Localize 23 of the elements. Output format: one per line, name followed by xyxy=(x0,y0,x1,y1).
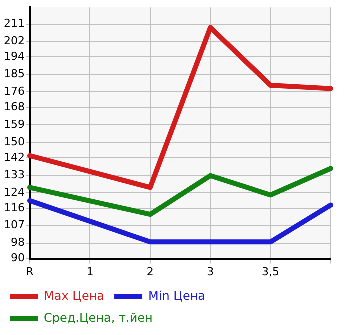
y-tick-label: 194 xyxy=(4,50,25,64)
y-tick-label: 150 xyxy=(4,135,25,148)
y-tick-label: 98 xyxy=(11,236,25,250)
x-tick-label: R xyxy=(26,265,34,278)
y-tick-label: 176 xyxy=(4,84,25,98)
y-tick-label: 107 xyxy=(4,218,25,232)
y-tick-label: 124 xyxy=(4,186,25,199)
y-tick-label: 202 xyxy=(4,34,25,48)
y-tick-label: 90 xyxy=(11,252,25,265)
x-tick-label: 1 xyxy=(86,265,94,278)
y-tick-label: 159 xyxy=(4,118,25,131)
y-tick-label: 133 xyxy=(4,168,25,182)
x-tick-label: 2 xyxy=(146,265,154,278)
y-tick-label: 116 xyxy=(4,201,25,214)
legend-label: Min Цена xyxy=(148,289,206,304)
x-tick-label: 3 xyxy=(207,265,214,278)
y-tick-label: 185 xyxy=(4,68,25,81)
y-tick-label: 211 xyxy=(4,17,25,30)
x-tick-label: 3,5 xyxy=(262,265,280,278)
y-tick-label: 142 xyxy=(4,150,25,164)
legend-label: Max Цена xyxy=(44,289,105,304)
legend-label: Сред.Цена, т.йен xyxy=(44,311,153,326)
y-tick-label: 168 xyxy=(4,100,25,114)
